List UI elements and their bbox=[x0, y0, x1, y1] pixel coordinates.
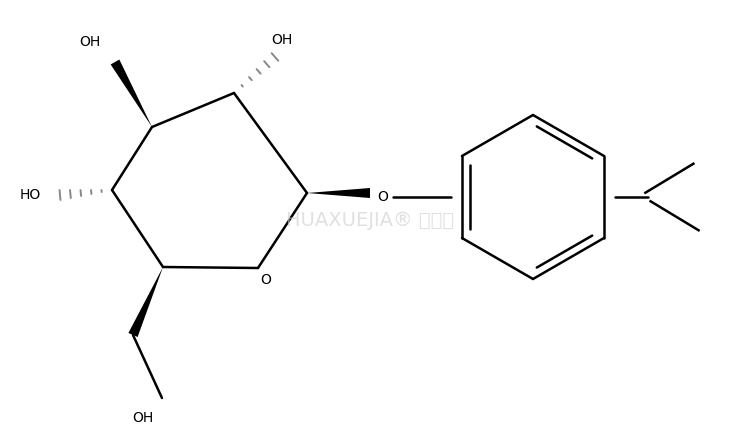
Polygon shape bbox=[110, 59, 152, 127]
Text: OH: OH bbox=[133, 411, 153, 425]
Text: OH: OH bbox=[79, 35, 101, 49]
Text: HO: HO bbox=[19, 188, 41, 202]
Text: O: O bbox=[261, 273, 271, 287]
Text: HUAXUEJIA® 化学加: HUAXUEJIA® 化学加 bbox=[286, 210, 454, 230]
Text: O: O bbox=[378, 190, 388, 204]
Polygon shape bbox=[128, 267, 163, 337]
Text: OH: OH bbox=[271, 33, 293, 47]
Polygon shape bbox=[307, 188, 370, 198]
